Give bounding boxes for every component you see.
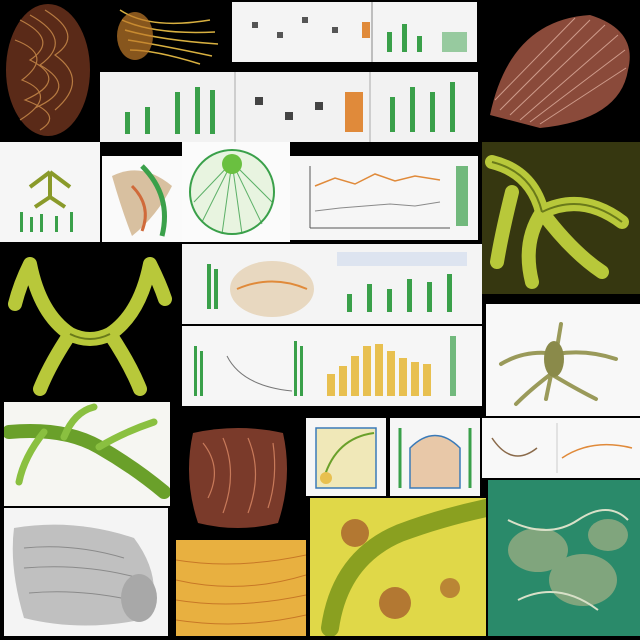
circular-diagram-panel bbox=[182, 142, 290, 242]
yellow-stem-panel bbox=[310, 498, 486, 636]
shell-chart-panel bbox=[182, 244, 482, 324]
circle-figure-panel-b bbox=[390, 418, 480, 496]
bar-chart-panel-middle bbox=[100, 72, 478, 142]
green-branch-left-image bbox=[0, 244, 180, 400]
grey-sculpture-panel bbox=[4, 508, 168, 636]
vine-panel bbox=[4, 402, 170, 506]
fiber-bundle-image bbox=[100, 0, 230, 72]
coiled-tissue-image bbox=[0, 0, 100, 140]
curve-plot-panel bbox=[482, 418, 640, 478]
line-plot-panel bbox=[290, 156, 478, 240]
circle-figure-panel-a bbox=[306, 418, 386, 496]
fold-render-panel bbox=[102, 156, 182, 242]
bar-chart-panel-top bbox=[232, 2, 477, 62]
bar-line-panel bbox=[182, 326, 482, 406]
teal-cluster-panel bbox=[488, 480, 640, 636]
folded-tissue-image bbox=[178, 418, 304, 536]
green-branch-right-image bbox=[482, 142, 640, 294]
orange-texture-panel bbox=[176, 540, 306, 636]
fan-shell-image bbox=[480, 0, 640, 140]
branch-diagram-panel bbox=[0, 142, 100, 242]
stem-diagram-panel bbox=[486, 304, 640, 416]
